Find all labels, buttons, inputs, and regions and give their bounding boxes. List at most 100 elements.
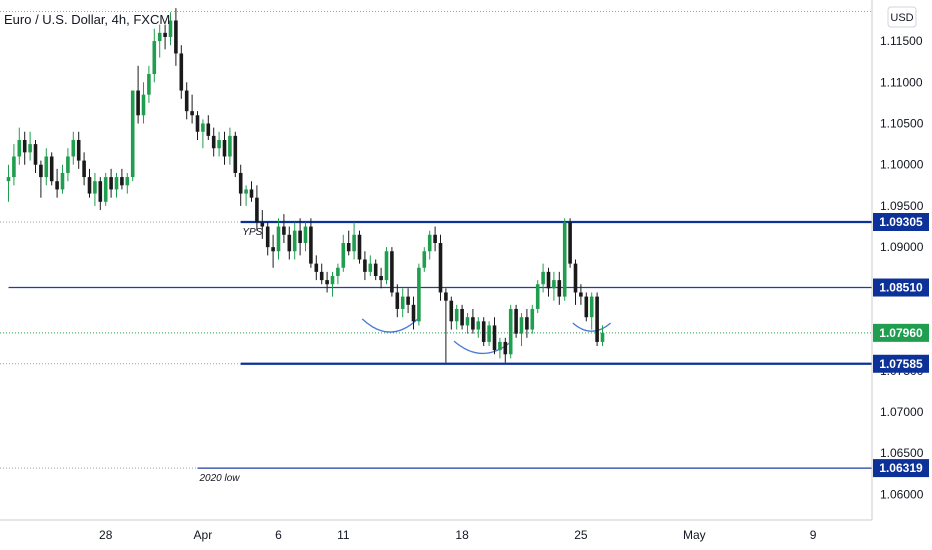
candle-body: [368, 263, 373, 272]
time-axis[interactable]: 28 Apr 6 11 18 25 May 9: [0, 519, 872, 542]
candle: [12, 144, 16, 186]
candle: [487, 321, 491, 347]
candle-body: [141, 94, 146, 116]
candle: [384, 247, 389, 285]
candle-body: [379, 275, 383, 281]
candle: [411, 296, 416, 330]
candle-body: [508, 308, 513, 355]
level-note-low-2020: 2020 low: [199, 473, 241, 484]
price-badges: 1.09305 1.08510 1.07585 1.06319 1.07960: [873, 212, 929, 478]
candle: [136, 65, 140, 124]
price-axis[interactable]: USD 1.115001.110001.105001.100001.095001…: [871, 0, 929, 520]
candle: [44, 148, 49, 186]
candle: [211, 127, 216, 157]
candle-body: [336, 267, 340, 276]
candle-body: [600, 332, 605, 342]
candle-body: [514, 308, 518, 334]
candle: [568, 218, 572, 268]
pattern-arc: [361, 318, 419, 333]
time-tick-label: 25: [574, 528, 588, 542]
price-tick-label: 1.11000: [880, 75, 923, 89]
candle-body: [168, 20, 173, 37]
candle-body: [217, 139, 221, 149]
time-tick-label: 11: [337, 528, 350, 542]
candle-body: [373, 263, 378, 276]
candle: [481, 317, 486, 347]
candle: [60, 164, 65, 194]
candle: [87, 168, 92, 198]
currency-label[interactable]: USD: [890, 12, 913, 24]
candle-body: [460, 308, 464, 326]
candle-body: [557, 280, 562, 297]
candle-body: [309, 226, 313, 264]
candle-body: [541, 271, 545, 285]
candle-body: [481, 321, 486, 342]
candle-body: [109, 177, 113, 190]
candle-body: [352, 234, 356, 252]
candle: [120, 168, 124, 190]
price-tick-label: 1.06500: [880, 446, 924, 460]
price-badge-label: 1.07585: [879, 357, 923, 371]
candle-body: [228, 135, 232, 157]
candle-body: [238, 172, 243, 194]
candle-body: [130, 90, 135, 178]
candle-body: [163, 32, 167, 37]
candle: [379, 267, 383, 289]
candle: [217, 131, 221, 157]
candle: [190, 94, 194, 124]
candle-body: [584, 296, 589, 318]
candle-body: [233, 135, 238, 173]
candle: [114, 172, 119, 198]
horizontal-levels[interactable]: [8, 220, 873, 469]
candle: [525, 308, 529, 338]
candle-body: [546, 271, 551, 289]
currency-box[interactable]: [887, 6, 917, 28]
pattern-arc: [572, 322, 612, 332]
candle: [195, 111, 200, 140]
candle-body: [476, 321, 481, 330]
candle-body: [179, 53, 184, 91]
candle-body: [114, 177, 119, 190]
candle-body: [433, 234, 437, 244]
candle: [492, 317, 497, 355]
price-tick-label: 1.09000: [880, 240, 924, 254]
candle-body: [93, 181, 97, 194]
price-badge-resistance: [873, 212, 929, 231]
price-badge-low-2020: [873, 459, 929, 478]
candle-body: [44, 156, 49, 178]
price-tick-label: 1.11500: [880, 34, 923, 48]
candle: [395, 284, 400, 318]
candle: [336, 263, 340, 285]
candle-body: [357, 234, 362, 260]
candle-body: [319, 271, 324, 281]
candle-body: [211, 135, 216, 149]
candle: [498, 337, 502, 359]
candle: [579, 284, 583, 305]
candle-body: [487, 325, 491, 342]
candle: [71, 131, 76, 165]
candle: [282, 214, 286, 244]
candle: [422, 247, 427, 272]
candle: [503, 337, 508, 363]
candle-body: [444, 292, 448, 301]
candle: [244, 185, 248, 206]
candle: [584, 292, 589, 322]
candle: [508, 304, 513, 359]
candle: [595, 292, 599, 347]
candle: [93, 172, 97, 206]
candle-body: [390, 251, 394, 293]
candle-body: [195, 115, 200, 132]
candle: [109, 168, 113, 198]
candle-body: [298, 230, 302, 244]
candle-body: [33, 144, 38, 165]
candle: [201, 119, 205, 149]
candle-body: [276, 226, 281, 252]
candle: [454, 304, 459, 330]
candle-body: [417, 267, 421, 322]
price-badge-label: 1.06319: [879, 461, 923, 475]
candle: [390, 247, 394, 297]
candle-body: [271, 247, 275, 252]
candle: [357, 230, 362, 264]
candle: [22, 131, 27, 165]
